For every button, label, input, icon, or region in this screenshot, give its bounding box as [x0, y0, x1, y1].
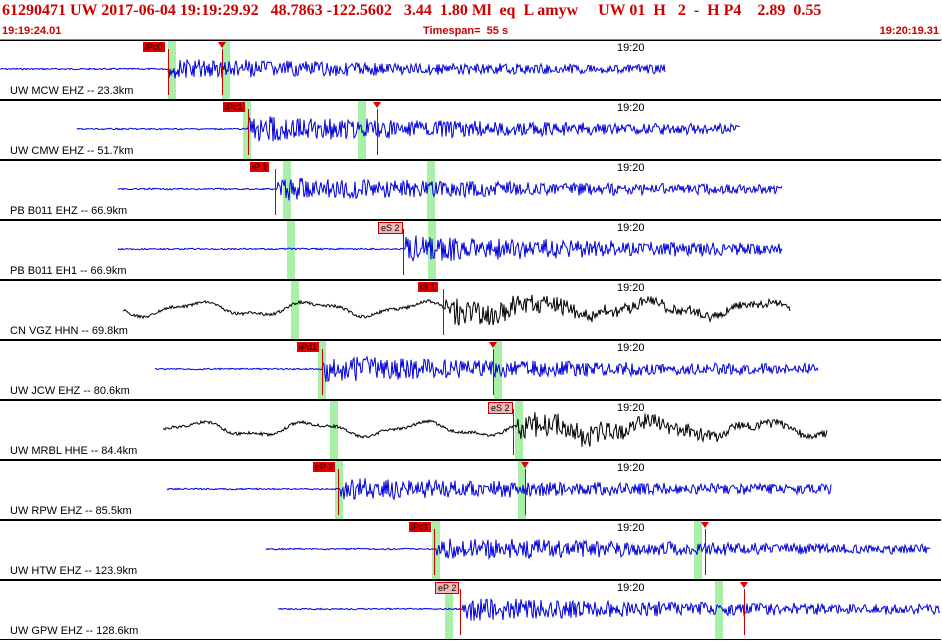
time-tick-label: 19:20 [617, 402, 645, 414]
start-time-label: 19:19:24.01 [2, 25, 62, 37]
station-label: CN VGZ HHN -- 69.8km [10, 325, 128, 337]
pick-window [494, 341, 502, 399]
phase-pick-label[interactable]: iPd1 [297, 342, 320, 352]
time-tick-label: 19:20 [617, 282, 645, 294]
time-tick-label: 19:20 [617, 462, 645, 474]
time-tick-label: 19:20 [617, 102, 645, 114]
waveform-trace [0, 59, 666, 79]
phase-pick-label[interactable]: iP 1 [250, 162, 270, 172]
pick-line [168, 49, 169, 95]
waveform-trace [117, 235, 783, 263]
station-label: UW JCW EHZ -- 80.6km [10, 385, 130, 397]
trace-panel[interactable]: eP 2 19:20 UW GPW EHZ -- 128.6km [0, 580, 941, 640]
waveform-trace [166, 478, 832, 501]
waveform-trace [265, 538, 931, 560]
pick-marker-icon[interactable] [740, 582, 748, 588]
phase-pick-label[interactable]: iS 1 [418, 282, 438, 292]
pick-window [330, 401, 338, 459]
event-title: 61290471 UW 2017-06-04 19:19:29.92 48.78… [2, 2, 822, 19]
trace-panel[interactable]: eP 2 19:20 UW RPW EHZ -- 85.5km [0, 460, 941, 520]
pick-line [705, 529, 706, 575]
pick-line [493, 349, 494, 395]
waveform-trace [277, 598, 941, 621]
pick-line [513, 409, 514, 455]
time-tick-label: 19:20 [617, 342, 645, 354]
time-tick-label: 19:20 [617, 222, 645, 234]
pick-marker-icon[interactable] [489, 342, 497, 348]
station-label: UW HTW EHZ -- 123.9km [10, 565, 138, 577]
waveform-trace [122, 294, 791, 326]
pick-marker-icon[interactable] [373, 102, 381, 108]
pick-line [377, 109, 378, 155]
pick-line [744, 589, 745, 635]
pick-marker-icon[interactable] [701, 522, 709, 528]
pick-window [428, 221, 436, 279]
trace-panel[interactable]: iPc1 19:20 UW CMW EHZ -- 51.7km [0, 100, 941, 160]
station-label: UW MCW EHZ -- 23.3km [10, 85, 134, 97]
phase-pick-label[interactable]: iPc1 [223, 102, 245, 112]
trace-panel[interactable]: eS 2 19:20 PB B011 EH1 -- 66.9km [0, 220, 941, 280]
pick-marker-icon[interactable] [521, 462, 529, 468]
pick-line [443, 289, 444, 335]
time-tick-label: 19:20 [617, 522, 645, 534]
header-divider [0, 39, 942, 40]
timespan-label: Timespan= 55 s [423, 25, 509, 37]
phase-pick-label[interactable]: eP 2 [313, 462, 336, 472]
station-label: UW RPW EHZ -- 85.5km [10, 505, 132, 517]
pick-line [525, 469, 526, 515]
pick-window [291, 281, 299, 339]
time-tick-label: 19:20 [617, 42, 645, 54]
pick-window [287, 221, 295, 279]
waveform-trace [117, 177, 783, 201]
pick-window [694, 521, 702, 579]
trace-panel[interactable]: iPc0 19:20 UW MCW EHZ -- 23.3km [0, 40, 941, 100]
time-tick-label: 19:20 [617, 162, 645, 174]
station-label: PB B011 EHZ -- 66.9km [10, 205, 128, 217]
pick-line [434, 529, 435, 575]
pick-line [338, 469, 339, 515]
phase-pick-label[interactable]: eS 2 [378, 222, 403, 234]
waveform-trace [154, 355, 819, 383]
pick-window [335, 461, 343, 519]
station-label: UW MRBL HHE -- 84.4km [10, 445, 138, 457]
trace-panel[interactable]: iPd1 19:20 UW JCW EHZ -- 80.6km [0, 340, 941, 400]
pick-line [460, 589, 461, 635]
pick-line [275, 169, 276, 215]
time-tick-label: 19:20 [617, 582, 645, 594]
phase-pick-label[interactable]: iPc0 [143, 42, 165, 52]
end-time-label: 19:20:19.31 [879, 25, 939, 37]
pick-window [715, 581, 723, 639]
pick-window [427, 161, 435, 219]
phase-pick-label[interactable]: eS 2 [488, 402, 513, 414]
pick-line [222, 49, 223, 95]
phase-pick-label[interactable]: eP 2 [435, 582, 460, 594]
trace-panel[interactable]: iP 1 19:20 PB B011 EHZ -- 66.9km [0, 160, 941, 220]
waveform-trace [162, 412, 828, 447]
pick-marker-icon[interactable] [218, 42, 226, 48]
station-label: UW CMW EHZ -- 51.7km [10, 145, 134, 157]
pick-line [322, 349, 323, 395]
pick-line [403, 229, 404, 275]
phase-pick-label[interactable]: iPc1 [409, 522, 431, 532]
station-label: UW GPW EHZ -- 128.6km [10, 625, 139, 637]
event-header: 61290471 UW 2017-06-04 19:19:29.92 48.78… [0, 0, 942, 40]
station-label: PB B011 EH1 -- 66.9km [10, 265, 127, 277]
trace-panel[interactable]: eS 2 19:20 UW MRBL HHE -- 84.4km [0, 400, 941, 460]
seismogram-panels[interactable]: iPc0 19:20 UW MCW EHZ -- 23.3km iPc1 19:20 UW… [0, 40, 942, 640]
trace-panel[interactable]: iPc1 19:20 UW HTW EHZ -- 123.9km [0, 520, 941, 580]
pick-window [243, 101, 251, 159]
waveform-trace [76, 115, 741, 142]
pick-window [445, 581, 453, 639]
pick-line [248, 109, 249, 155]
trace-panel[interactable]: iS 1 19:20 CN VGZ HHN -- 69.8km [0, 280, 941, 340]
